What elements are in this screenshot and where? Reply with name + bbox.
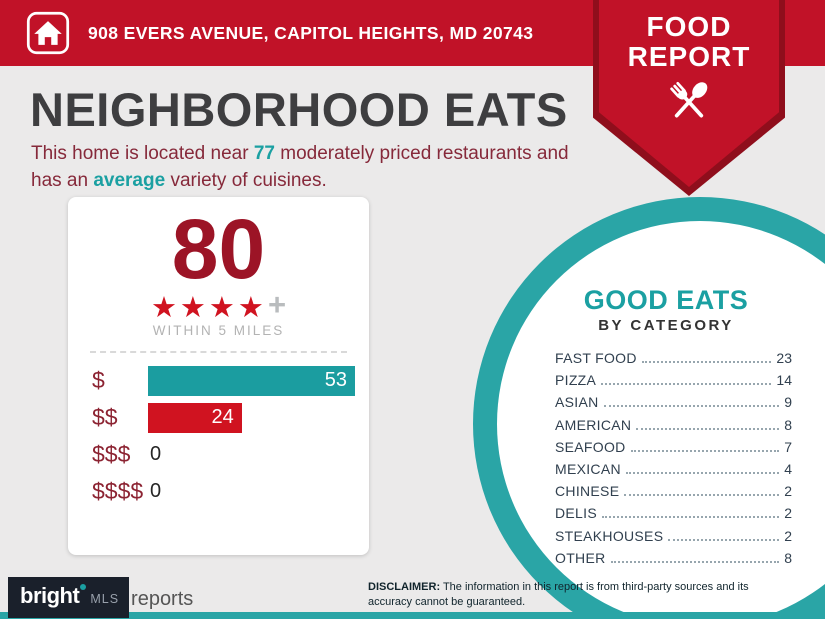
category-row: DELIS 2: [555, 505, 792, 521]
price-tier-label: $$$$: [92, 478, 144, 505]
dotted-leader: [601, 516, 780, 519]
bar-track: 53: [148, 365, 355, 396]
category-count: 4: [784, 460, 792, 477]
good-eats-panel: GOOD EATS BY CATEGORY FAST FOOD 23 PIZZA…: [540, 285, 792, 572]
price-bar-chart: $ 53 $$ 24 $$$ 0: [68, 362, 369, 510]
price-tier-label: $$$: [92, 441, 131, 468]
category-label: ASIAN: [555, 394, 599, 411]
price-row-2: $$ 24: [82, 399, 355, 436]
category-row: ASIAN 9: [555, 394, 792, 410]
ribbon-banner: FOOD REPORT: [599, 0, 779, 187]
category-row: MEXICAN 4: [555, 461, 792, 477]
category-row: CHINESE 2: [555, 483, 792, 499]
brand-dot-icon: [80, 584, 87, 590]
plus-icon: +: [267, 287, 287, 323]
category-label: PIZZA: [555, 372, 597, 389]
zero-value: 0: [150, 442, 162, 465]
good-eats-subtitle: BY CATEGORY: [598, 317, 734, 334]
dotted-leader: [668, 538, 780, 541]
category-count: 9: [784, 394, 792, 411]
score-card: 80 ★★★★+ WITHIN 5 MILES $ 53 $$ 24: [68, 197, 369, 555]
category-label: AMERICAN: [555, 416, 632, 433]
dotted-leader: [603, 405, 780, 408]
bar-track: 0: [148, 440, 355, 470]
brand-sub: MLS: [90, 592, 120, 606]
dotted-leader: [610, 560, 780, 563]
subtitle-text-2: moderately priced restaurants and has an: [31, 143, 569, 191]
price-tier-label: $$: [92, 404, 118, 431]
price-bar: 53: [148, 365, 355, 396]
category-label: DELIS: [555, 505, 597, 522]
category-count: 2: [784, 483, 792, 500]
bar-track: 24: [148, 402, 355, 433]
brand-suffix: reports: [131, 588, 194, 610]
category-count: 23: [776, 350, 792, 366]
dashed-divider: [90, 351, 347, 354]
category-label: STEAKHOUSES: [555, 527, 664, 544]
footer-teal-strip: [0, 612, 825, 619]
category-count: 8: [784, 549, 792, 566]
category-row: AMERICAN 8: [555, 417, 792, 433]
price-row-1: $ 53: [82, 362, 355, 399]
ribbon-title: FOOD REPORT: [599, 12, 779, 71]
star-icons: ★★★★: [150, 292, 267, 325]
ribbon-line-report: REPORT: [627, 40, 751, 72]
category-row: STEAKHOUSES 2: [555, 528, 792, 544]
dotted-leader: [636, 427, 780, 430]
category-label: SEAFOOD: [555, 438, 626, 455]
bar-track: 0: [148, 477, 355, 507]
category-row: PIZZA 14: [555, 372, 792, 388]
category-label: CHINESE: [555, 483, 620, 500]
category-count: 2: [784, 505, 792, 522]
subtitle-text-1: This home is located near: [31, 143, 254, 164]
restaurant-count: 77: [253, 143, 275, 164]
category-count: 14: [776, 372, 792, 389]
category-row: FAST FOOD 23: [555, 350, 792, 366]
dotted-leader: [601, 383, 772, 386]
category-row: SEAFOOD 7: [555, 439, 792, 455]
price-row-4: $$$$ 0: [82, 473, 355, 510]
page-title: NEIGHBORHOOD EATS: [30, 83, 568, 136]
brightmls-logo-box: bright MLS: [8, 577, 130, 618]
category-row: OTHER 8: [555, 550, 792, 566]
variety-highlight: average: [93, 169, 166, 191]
category-count: 2: [784, 527, 792, 544]
category-count: 8: [784, 416, 792, 433]
radius-label: WITHIN 5 MILES: [152, 323, 285, 339]
brightmls-logo: bright MLS reports: [8, 577, 193, 618]
restaurant-score: 80: [171, 202, 266, 296]
disclaimer-text: The information in this report is from t…: [368, 581, 749, 609]
brand-name: bright: [20, 583, 80, 608]
price-tier-label: $: [92, 367, 105, 394]
home-icon: [26, 11, 70, 55]
food-report-ribbon: FOOD REPORT: [593, 0, 785, 196]
category-list: FAST FOOD 23 PIZZA 14 ASIAN 9 AMERICAN 8…: [540, 350, 792, 566]
category-label: MEXICAN: [555, 460, 621, 477]
star-rating: ★★★★+: [68, 287, 369, 325]
subtitle-text-3: variety of cuisines.: [165, 169, 327, 191]
good-eats-title: GOOD EATS: [583, 285, 749, 315]
category-count: 7: [784, 438, 792, 455]
page-subtitle: This home is located near 77 moderately …: [31, 141, 569, 195]
price-bar: 24: [148, 402, 242, 433]
category-label: FAST FOOD: [555, 350, 637, 366]
disclaimer-label: DISCLAIMER:: [368, 581, 441, 593]
good-eats-inner-circle: [497, 221, 825, 619]
dotted-leader: [624, 494, 780, 497]
fork-spoon-icon: [662, 75, 716, 134]
disclaimer: DISCLAIMER: The information in this repo…: [368, 580, 794, 611]
ribbon-line-food: FOOD: [646, 11, 732, 42]
dotted-leader: [630, 449, 780, 452]
price-row-3: $$$ 0: [82, 436, 355, 473]
category-label: OTHER: [555, 549, 606, 566]
dotted-leader: [625, 471, 780, 474]
property-address: 908 EVERS AVENUE, CAPITOL HEIGHTS, MD 20…: [88, 22, 534, 43]
dotted-leader: [641, 361, 772, 363]
zero-value: 0: [150, 479, 162, 502]
